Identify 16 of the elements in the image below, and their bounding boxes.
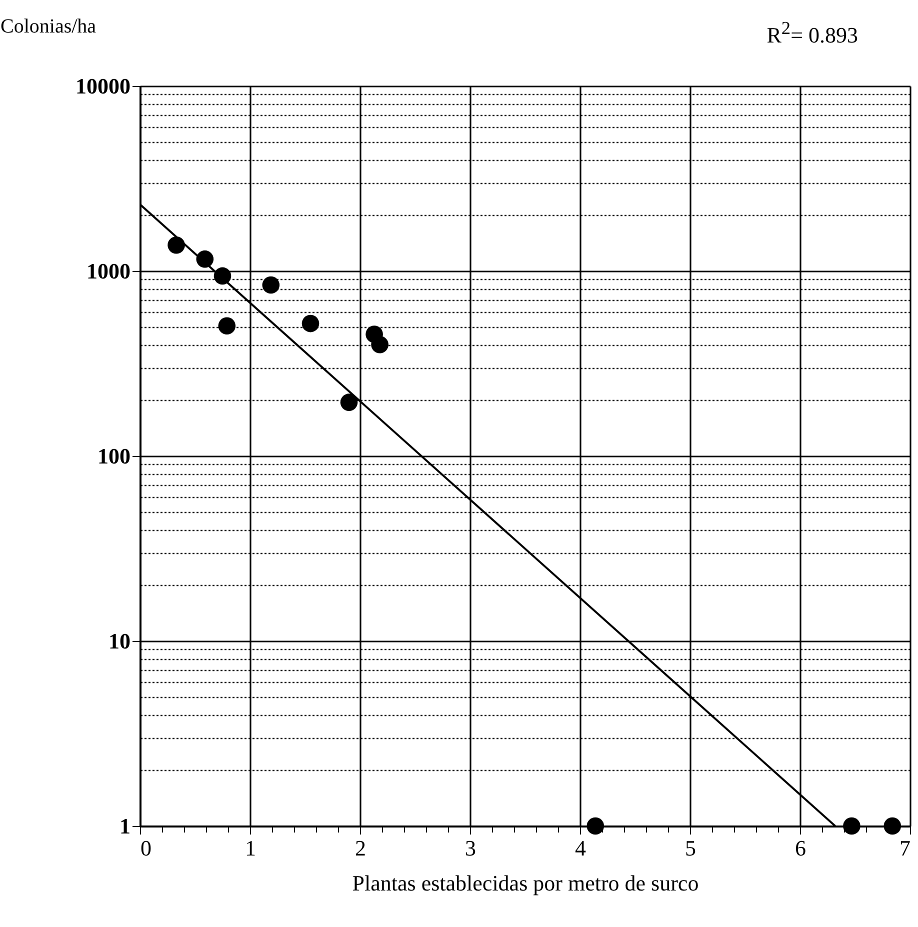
y-tick-label: 10000 bbox=[76, 74, 130, 98]
x-tick-label: 1 bbox=[245, 836, 256, 860]
x-tick-label: 2 bbox=[355, 836, 366, 860]
x-axis-title: Plantas establecidas por metro de surco bbox=[352, 870, 699, 896]
y-tick-label: 10 bbox=[108, 628, 130, 654]
y-tick-label: 1 bbox=[120, 814, 130, 838]
x-tick-label: 5 bbox=[685, 836, 696, 860]
x-tick-label: 3 bbox=[465, 836, 476, 860]
x-tick-label: 7 bbox=[900, 836, 910, 860]
text: R$^{2}$= 0.893 bbox=[766, 18, 858, 48]
y-axis-title: Colonias/ha bbox=[0, 16, 96, 38]
y-tick-label: 100 bbox=[98, 444, 130, 468]
x-tick-label: 4 bbox=[575, 836, 586, 860]
y-tick-label: 1000 bbox=[86, 258, 130, 284]
x-tick-label: 6 bbox=[795, 836, 806, 860]
x-tick-label: 0 bbox=[140, 836, 152, 860]
